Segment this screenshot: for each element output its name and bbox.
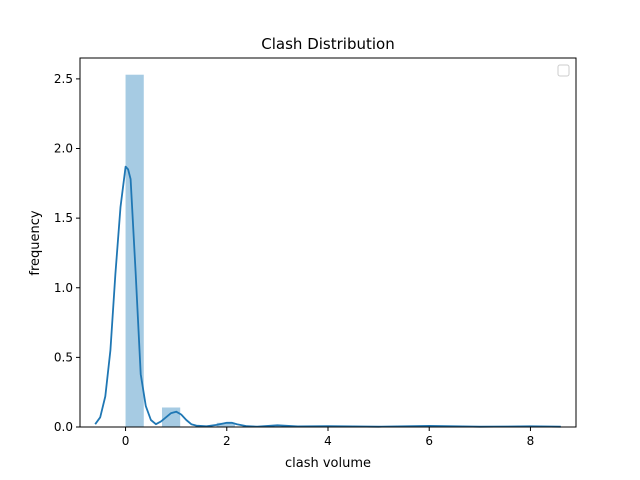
kde-curve [94, 165, 561, 428]
y-tick-label-4: 2.0 [54, 142, 73, 156]
y-axis-label: frequency [28, 210, 43, 276]
histogram-bar-2 [216, 422, 235, 427]
x-tick-label-2: 4 [324, 434, 332, 448]
axes [79, 57, 577, 428]
y-tick-label-1: 0.5 [54, 350, 73, 364]
chart-title: Clash Distribution [261, 35, 394, 53]
x-tick-label-3: 6 [425, 434, 433, 448]
legend-box [557, 64, 570, 77]
plot-frame [79, 57, 577, 428]
x-tick-label-0: 0 [122, 434, 130, 448]
y-tick-label-5: 2.5 [54, 72, 73, 86]
x-tick-label-4: 8 [527, 434, 535, 448]
histogram-bars [125, 74, 235, 427]
y-ticks: 0.0 0.5 1.0 1.5 2.0 2.5 [54, 72, 80, 434]
y-tick-label-3: 1.5 [54, 211, 73, 225]
x-tick-label-1: 2 [223, 434, 231, 448]
x-axis-label: clash volume [285, 456, 371, 471]
y-tick-label-2: 1.0 [54, 281, 73, 295]
x-ticks: 0 2 4 6 8 [122, 427, 535, 448]
kde-curve-group [94, 165, 561, 428]
y-tick-label-0: 0.0 [54, 420, 73, 434]
